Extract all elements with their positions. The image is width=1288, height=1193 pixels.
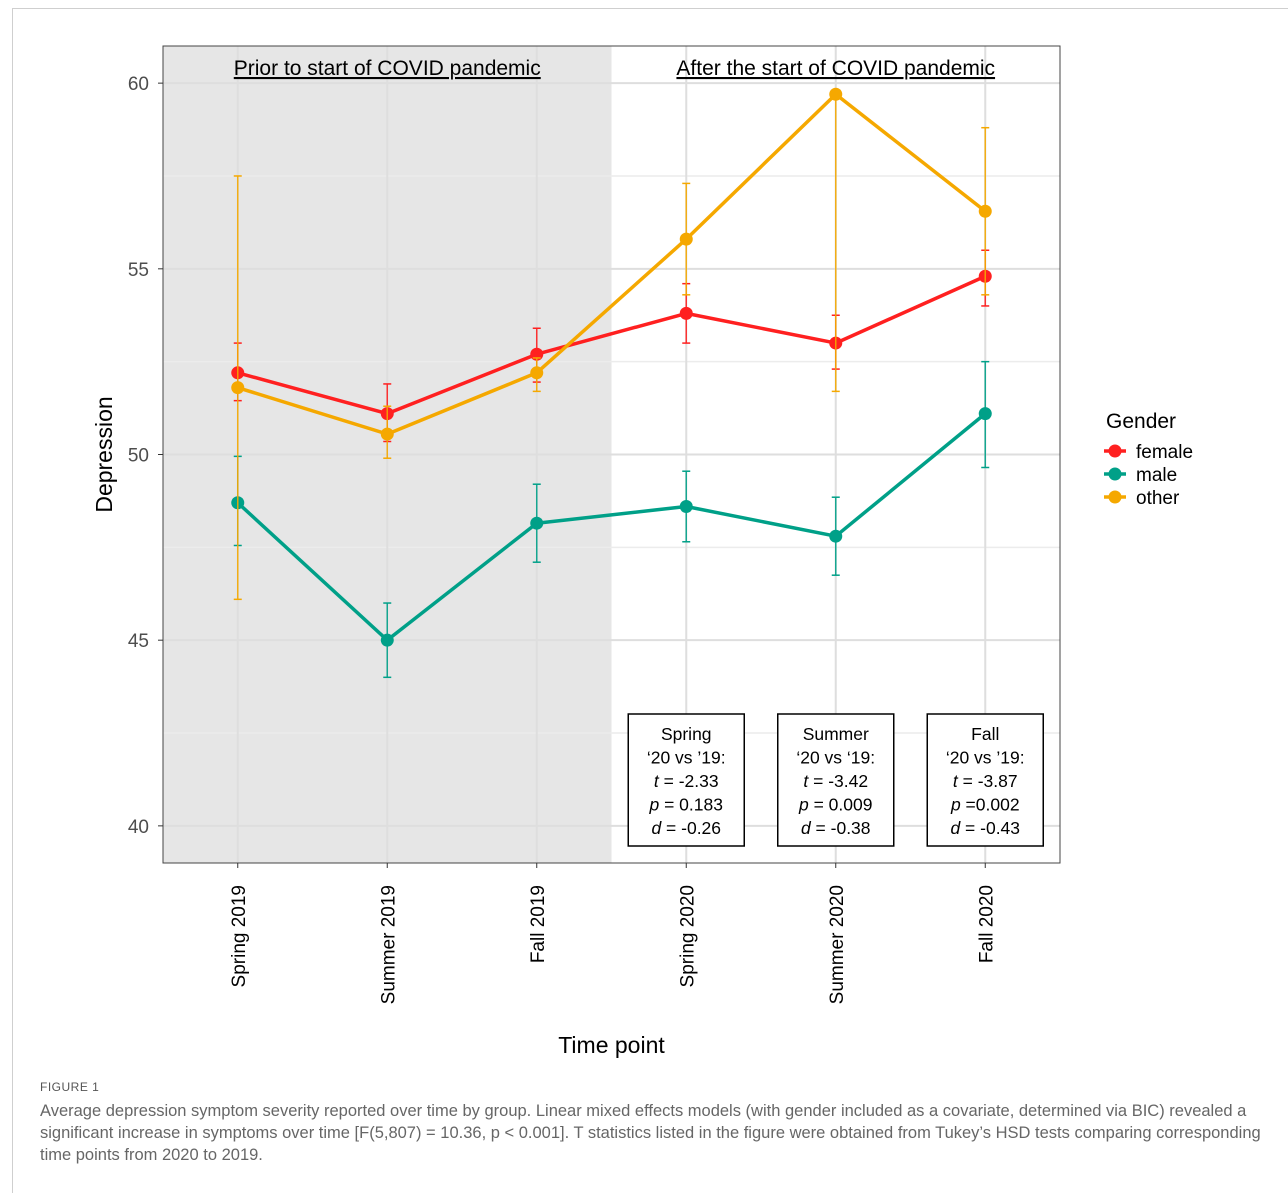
annotation-line: t = -2.33 bbox=[654, 771, 719, 791]
data-point bbox=[530, 516, 544, 530]
figure-caption: FIGURE 1 Average depression symptom seve… bbox=[40, 1080, 1265, 1166]
chart: Prior to start of COVID pandemic After th… bbox=[91, 45, 1193, 1058]
y-axis-title: Depression bbox=[91, 396, 117, 512]
figure-caption-text: Average depression symptom severity repo… bbox=[40, 1102, 1261, 1164]
stat-annotation-box: Fall ‘20 vs ’19: t = -3.87 p =0.002 d = -0.4… bbox=[926, 713, 1044, 847]
data-point bbox=[679, 499, 693, 513]
annotation-line: ‘20 vs ‘19: bbox=[796, 748, 875, 768]
series-line bbox=[237, 92, 987, 436]
data-point bbox=[978, 407, 992, 421]
data-point bbox=[829, 87, 843, 101]
legend-key-point bbox=[1108, 444, 1122, 458]
annotation-line: ‘20 vs ’19: bbox=[647, 748, 726, 768]
series-other bbox=[231, 87, 992, 601]
legend-label: female bbox=[1136, 442, 1193, 463]
data-point bbox=[530, 366, 544, 380]
annotation-line: d = -0.43 bbox=[950, 818, 1020, 838]
data-point bbox=[829, 529, 843, 543]
data-point bbox=[679, 232, 693, 246]
y-tick-label: 60 bbox=[128, 74, 149, 95]
x-tick-label: Summer 2019 bbox=[378, 885, 399, 1004]
x-tick-label: Spring 2020 bbox=[677, 885, 698, 987]
figure-label: FIGURE 1 bbox=[40, 1080, 100, 1094]
annotation-line: p = 0.183 bbox=[649, 795, 723, 815]
annotation-line: d = -0.26 bbox=[651, 818, 721, 838]
data-point bbox=[231, 381, 245, 395]
data-point bbox=[978, 204, 992, 218]
annotation-line: t = -3.42 bbox=[803, 771, 868, 791]
annotation-line: t = -3.87 bbox=[953, 771, 1018, 791]
y-tick-label: 50 bbox=[128, 446, 149, 467]
annotation-line: p = 0.009 bbox=[798, 795, 872, 815]
annotation-border bbox=[777, 713, 895, 847]
y-tick-label: 45 bbox=[128, 631, 149, 652]
legend-label: other bbox=[1136, 488, 1180, 509]
x-tick-label: Spring 2019 bbox=[229, 885, 250, 987]
legend-label: male bbox=[1136, 465, 1177, 486]
y-axis-ticks: 40 45 50 55 60 bbox=[128, 74, 163, 838]
annotation-line: p =0.002 bbox=[950, 795, 1020, 815]
series-line bbox=[236, 412, 987, 642]
y-tick-label: 55 bbox=[128, 260, 149, 281]
figure-frame bbox=[12, 8, 1288, 1193]
data-point bbox=[679, 306, 693, 320]
annotation-border bbox=[926, 713, 1044, 847]
region-label: Prior to start of COVID pandemic bbox=[234, 57, 541, 80]
x-axis-title: Time point bbox=[558, 1032, 665, 1058]
x-axis-ticks: Spring 2019 Summer 2019 Fall 2019 Spring 20… bbox=[229, 863, 997, 1004]
annotation-line: ‘20 vs ’19: bbox=[946, 748, 1025, 768]
series-line bbox=[237, 274, 986, 416]
data-point bbox=[380, 427, 394, 441]
legend-key-point bbox=[1108, 467, 1122, 481]
x-tick-label: Summer 2020 bbox=[827, 885, 848, 1004]
stat-annotation-box: Spring ‘20 vs ’19: t = -2.33 p = 0.183 d = -… bbox=[627, 713, 745, 847]
legend-title: Gender bbox=[1106, 410, 1176, 433]
x-tick-label: Fall 2020 bbox=[976, 885, 997, 963]
stat-annotation-box: Summer ‘20 vs ‘19: t = -3.42 p = 0.009 d = -… bbox=[777, 713, 895, 847]
region-label: After the start of COVID pandemic bbox=[676, 57, 995, 80]
annotation-line: Spring bbox=[661, 724, 712, 744]
annotation-border bbox=[627, 713, 745, 847]
annotation-line: Summer bbox=[803, 724, 869, 744]
y-tick-label: 40 bbox=[128, 817, 149, 838]
annotation-line: Fall bbox=[971, 724, 999, 744]
x-tick-label: Fall 2019 bbox=[528, 885, 549, 963]
legend-key-point bbox=[1108, 490, 1122, 504]
data-point bbox=[380, 633, 394, 647]
annotation-line: d = -0.38 bbox=[801, 818, 871, 838]
